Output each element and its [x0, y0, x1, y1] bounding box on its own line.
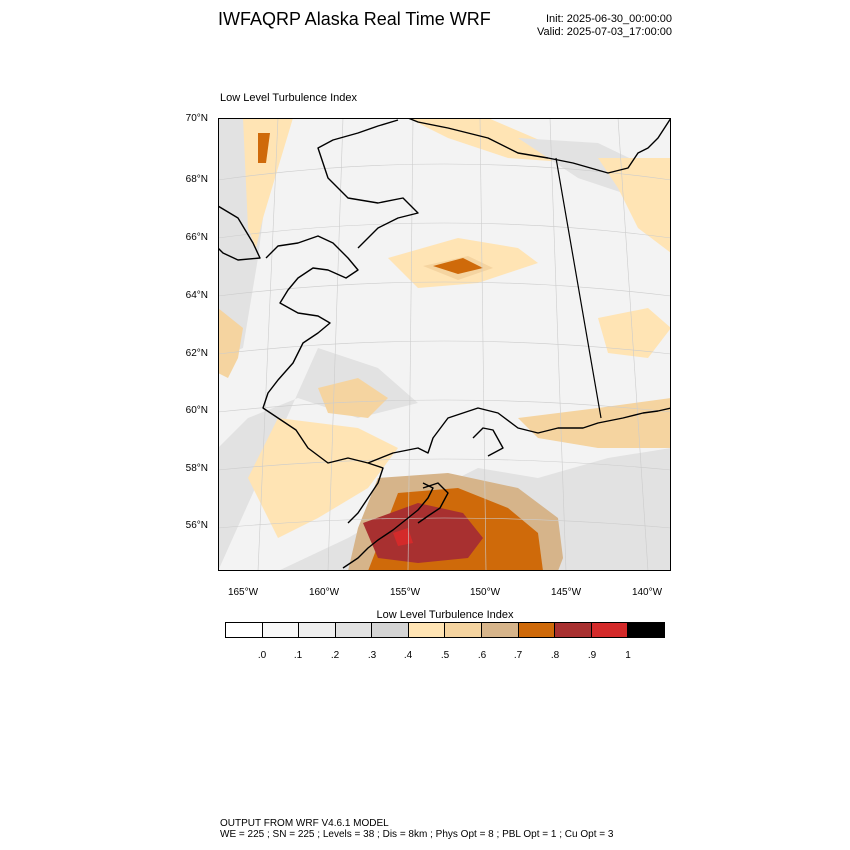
colorbar-swatch: [226, 623, 263, 637]
lat-label: 56°N: [185, 520, 208, 531]
lat-label: 68°N: [185, 174, 208, 185]
map-frame: [218, 118, 671, 571]
colorbar-label: .5: [440, 650, 450, 661]
model-info-line2: WE = 225 ; SN = 225 ; Levels = 38 ; Dis …: [220, 829, 614, 840]
colorbar-swatch: [372, 623, 409, 637]
valid-time: Valid: 2025-07-03_17:00:00: [537, 26, 672, 38]
coastline: [218, 118, 671, 569]
turbulence-field: [218, 118, 671, 571]
colorbar-label: .4: [403, 650, 413, 661]
colorbar-label: .1: [293, 650, 303, 661]
lat-label: 70°N: [185, 113, 208, 124]
lat-label: 66°N: [185, 232, 208, 243]
colorbar-label: .9: [587, 650, 597, 661]
colorbar-swatch: [335, 623, 373, 637]
model-info-line1: OUTPUT FROM WRF V4.6.1 MODEL: [220, 818, 389, 829]
colorbar-swatch: [262, 623, 300, 637]
init-time: Init: 2025-06-30_00:00:00: [546, 13, 672, 25]
colorbar-label: .8: [550, 650, 560, 661]
panel-title: Low Level Turbulence Index: [220, 92, 357, 104]
colorbar-swatch: [628, 623, 664, 637]
colorbar-label: .3: [367, 650, 377, 661]
lat-label: 58°N: [185, 463, 208, 474]
colorbar-swatch: [591, 623, 629, 637]
lon-label: 145°W: [550, 587, 582, 598]
lat-label: 64°N: [185, 290, 208, 301]
lon-label: 155°W: [389, 587, 421, 598]
colorbar-swatch: [482, 623, 519, 637]
colorbar-label: .7: [513, 650, 523, 661]
lon-label: 165°W: [227, 587, 259, 598]
main-title: IWFAQRP Alaska Real Time WRF: [218, 9, 491, 29]
colorbar-swatch: [445, 623, 483, 637]
graticule: [218, 118, 671, 571]
lat-label: 62°N: [185, 348, 208, 359]
colorbar: [225, 622, 665, 638]
lon-label: 150°W: [469, 587, 501, 598]
colorbar-swatch: [299, 623, 336, 637]
state-border: [555, 157, 602, 419]
colorbar-swatch: [408, 623, 446, 637]
colorbar-label: .0: [257, 650, 267, 661]
turbulence-map: [218, 118, 671, 571]
colorbar-label: .6: [477, 650, 487, 661]
lat-label: 60°N: [185, 405, 208, 416]
colorbar-swatch: [555, 623, 592, 637]
colorbar-label: 1: [625, 650, 631, 661]
lon-label: 140°W: [631, 587, 663, 598]
colorbar-swatch: [518, 623, 556, 637]
colorbar-title: Low Level Turbulence Index: [376, 609, 514, 621]
lon-label: 160°W: [308, 587, 340, 598]
colorbar-label: .2: [330, 650, 340, 661]
